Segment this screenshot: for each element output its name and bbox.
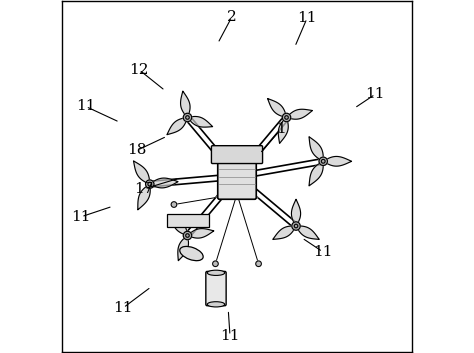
Circle shape [285, 116, 288, 119]
Circle shape [283, 113, 291, 122]
Polygon shape [178, 235, 189, 261]
Circle shape [256, 261, 261, 267]
Circle shape [186, 234, 189, 237]
Polygon shape [150, 178, 178, 188]
Text: 11: 11 [313, 245, 333, 259]
Polygon shape [286, 109, 312, 119]
Text: 11: 11 [72, 210, 91, 224]
Polygon shape [181, 91, 190, 118]
Polygon shape [167, 214, 209, 227]
Polygon shape [273, 226, 296, 239]
Polygon shape [138, 184, 150, 210]
Polygon shape [170, 215, 188, 235]
Text: 11: 11 [220, 329, 240, 343]
Ellipse shape [180, 246, 203, 261]
FancyBboxPatch shape [211, 146, 263, 163]
Circle shape [186, 116, 189, 119]
Polygon shape [278, 118, 288, 143]
Text: 11: 11 [365, 87, 385, 101]
Text: 12: 12 [129, 63, 149, 77]
Polygon shape [188, 116, 213, 127]
Polygon shape [167, 118, 188, 135]
Polygon shape [323, 156, 352, 166]
Polygon shape [296, 226, 319, 239]
Polygon shape [309, 137, 323, 161]
Circle shape [294, 224, 298, 228]
Polygon shape [309, 161, 323, 186]
Ellipse shape [207, 302, 225, 307]
Circle shape [213, 261, 218, 267]
Text: 11: 11 [113, 301, 133, 315]
FancyBboxPatch shape [218, 154, 256, 199]
FancyBboxPatch shape [206, 271, 226, 306]
Circle shape [319, 157, 328, 166]
Polygon shape [268, 98, 286, 118]
Text: 11: 11 [76, 100, 95, 113]
Text: 11: 11 [297, 11, 317, 25]
Circle shape [183, 231, 191, 240]
Circle shape [183, 113, 191, 122]
Ellipse shape [207, 270, 225, 275]
Circle shape [148, 182, 152, 186]
Polygon shape [134, 161, 150, 184]
Text: 18: 18 [128, 143, 147, 157]
Text: 17: 17 [135, 182, 154, 196]
Polygon shape [188, 229, 214, 238]
Polygon shape [292, 199, 301, 226]
Text: 2: 2 [227, 10, 237, 24]
Circle shape [292, 222, 300, 230]
Text: 1: 1 [276, 122, 286, 136]
Circle shape [321, 160, 325, 163]
Circle shape [146, 180, 154, 189]
Circle shape [171, 202, 177, 207]
